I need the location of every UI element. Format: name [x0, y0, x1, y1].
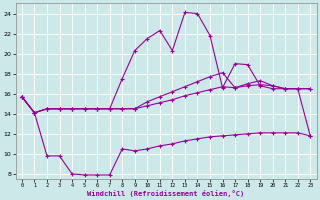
X-axis label: Windchill (Refroidissement éolien,°C): Windchill (Refroidissement éolien,°C): [87, 190, 245, 197]
